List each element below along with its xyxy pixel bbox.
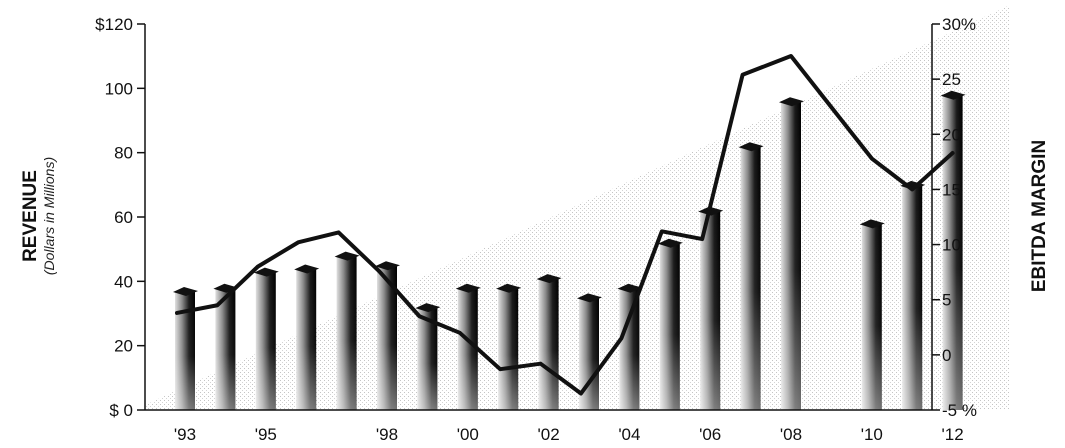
bars-group — [173, 90, 966, 411]
y2-tick-label: 0 — [942, 346, 951, 365]
revenue-bar-cap — [455, 283, 481, 293]
revenue-bar-cap — [940, 90, 966, 100]
revenue-bar-shade — [175, 290, 195, 410]
y-tick-label: 60 — [114, 208, 133, 227]
right-axis-ticks: 30% 25 20 15 10 5 0 -5 % — [932, 15, 977, 420]
x-tick-label: '95 — [255, 425, 277, 444]
x-axis-ticks: '93 '95 '98 '00 '02 '04 '06 '08 '10 '12 — [174, 425, 964, 444]
y2-tick-label: 20 — [942, 125, 961, 144]
x-tick-label: '00 — [457, 425, 479, 444]
revenue-bar-cap — [617, 283, 643, 293]
y-tick-label: $120 — [95, 15, 133, 34]
x-tick-label: '02 — [538, 425, 560, 444]
x-tick-label: '10 — [861, 425, 883, 444]
margin-line-group — [175, 53, 955, 396]
revenue-bar-cap — [536, 274, 562, 284]
revenue-bar-shade — [659, 242, 680, 410]
revenue-bar-shade — [781, 101, 801, 410]
revenue-bar-cap — [173, 286, 198, 296]
revenue-bar-shade — [861, 223, 882, 410]
y-tick-label: 20 — [114, 337, 133, 356]
revenue-bar-shade — [538, 278, 559, 410]
revenue-bar-shade — [377, 265, 397, 410]
y2-tick-label: 10 — [942, 236, 961, 255]
revenue-bar-shade — [700, 210, 721, 410]
revenue-bar-cap — [415, 303, 441, 313]
y2-tick-label: 25 — [942, 70, 961, 89]
revenue-bar-shade — [942, 94, 963, 411]
x-tick-label: '98 — [376, 425, 398, 444]
revenue-bar-cap — [334, 251, 360, 261]
revenue-bar-shade — [740, 146, 761, 410]
revenue-bar-cap — [577, 293, 602, 303]
revenue-bar-shade — [579, 297, 599, 410]
revenue-bar-cap — [253, 267, 279, 277]
ebitda-margin-line — [175, 53, 955, 396]
revenue-bar-shade — [902, 184, 923, 410]
revenue-bar-shade — [296, 268, 317, 410]
revenue-bar-shade — [619, 287, 640, 410]
revenue-bar-shade — [255, 271, 276, 410]
x-tick-label: '04 — [618, 425, 640, 444]
revenue-bar-shade — [215, 287, 236, 410]
y-axis-label: REVENUE — [20, 170, 41, 262]
y-tick-label: $ 0 — [109, 401, 133, 420]
revenue-bar-cap — [738, 142, 764, 152]
y2-tick-label: 30% — [942, 15, 976, 34]
y-axis-sublabel: (Dollars in Millions) — [41, 157, 57, 275]
y2-axis-label: EBITDA MARGIN — [1029, 140, 1050, 292]
y2-tick-label: 15 — [942, 180, 961, 199]
revenue-bar-cap — [496, 283, 522, 293]
y-tick-label: 80 — [114, 144, 133, 163]
revenue-bar-cap — [375, 261, 400, 271]
revenue-bar-shade — [336, 255, 357, 410]
revenue-bar-shade — [457, 287, 478, 410]
revenue-bar-cap — [779, 97, 804, 107]
x-tick-label: '12 — [942, 425, 964, 444]
revenue-bar-cap — [859, 219, 885, 229]
x-tick-label: '93 — [174, 425, 196, 444]
left-axis-ticks: $120 100 80 60 40 20 $ 0 — [95, 15, 145, 420]
revenue-bar-shade — [417, 307, 438, 410]
revenue-bar-cap — [657, 238, 683, 248]
y2-tick-label: -5 % — [942, 401, 977, 420]
revenue-bar-cap — [213, 283, 239, 293]
y-tick-label: 40 — [114, 272, 133, 291]
revenue-bar-shade — [498, 287, 519, 410]
x-tick-label: '06 — [699, 425, 721, 444]
y-tick-label: 100 — [105, 79, 133, 98]
revenue-bar-cap — [294, 264, 320, 274]
x-tick-label: '08 — [780, 425, 802, 444]
y2-tick-label: 5 — [942, 291, 951, 310]
